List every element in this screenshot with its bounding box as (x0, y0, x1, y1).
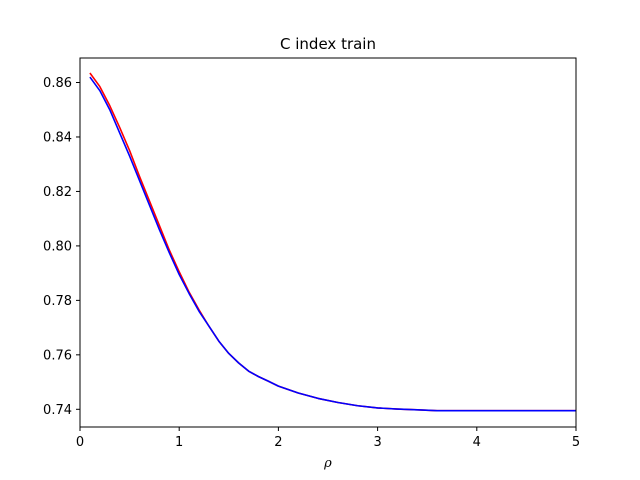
y-tick-label: 0.80 (43, 239, 72, 254)
y-tick-label: 0.82 (43, 185, 72, 200)
y-tick-label: 0.86 (43, 76, 72, 91)
x-axis: 0 1 2 3 4 5 (76, 427, 580, 450)
y-axis: 0.74 0.76 0.78 0.80 0.82 0.84 0.86 (43, 76, 80, 418)
x-tick-label: 5 (572, 435, 580, 450)
x-tick-label: 3 (373, 435, 381, 450)
x-axis-label: ρ (323, 456, 332, 471)
chart-title: C index train (280, 35, 376, 53)
x-tick-label: 1 (175, 435, 183, 450)
y-tick-label: 0.84 (43, 130, 72, 145)
y-tick-label: 0.74 (43, 403, 72, 418)
series-layer (89, 72, 576, 412)
y-tick-label: 0.78 (43, 294, 72, 309)
x-tick-label: 0 (76, 435, 84, 450)
series-line-2 (89, 76, 576, 412)
y-tick-label: 0.76 (43, 348, 72, 363)
plot-frame (79, 57, 577, 428)
x-tick-label: 4 (473, 435, 481, 450)
x-tick-label: 2 (274, 435, 282, 450)
